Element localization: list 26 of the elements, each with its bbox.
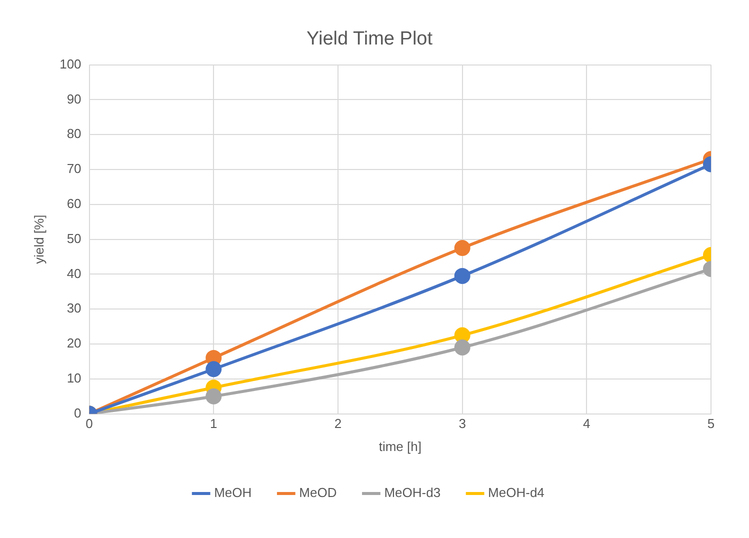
- y-tick-label: 20: [66, 336, 82, 351]
- y-tick-label: 80: [66, 126, 82, 142]
- x-tick-label: 5: [707, 416, 715, 432]
- point: [206, 388, 222, 404]
- y-tick-label: 60: [66, 196, 82, 211]
- point: [206, 361, 222, 378]
- y-tick-label: 10: [66, 370, 82, 386]
- y-tick-label: 100: [60, 56, 82, 72]
- chart-title: Yield Time Plot: [306, 28, 434, 50]
- y-tick-label: 90: [66, 91, 82, 106]
- y-axis-title: yield [%]: [31, 214, 46, 264]
- y-tick-label: 50: [66, 230, 82, 246]
- y-tick-label: 40: [66, 266, 82, 281]
- legend-label: MeOH-d4: [488, 485, 544, 500]
- x-tick-label: 1: [210, 416, 218, 432]
- x-tick-label: 4: [583, 416, 590, 432]
- y-tick-label: 30: [66, 300, 82, 316]
- legend-label: MeOH-d3: [384, 485, 441, 500]
- x-tick-label: 2: [334, 416, 342, 432]
- legend-label: MeOD: [299, 485, 337, 500]
- x-axis-title: time [h]: [378, 438, 422, 454]
- y-tick-label: 70: [66, 161, 82, 176]
- legend-label: MeOH: [214, 485, 252, 500]
- x-tick-label: 0: [86, 416, 93, 432]
- x-tick-label: 3: [458, 416, 466, 432]
- y-tick-label: 0: [74, 405, 82, 420]
